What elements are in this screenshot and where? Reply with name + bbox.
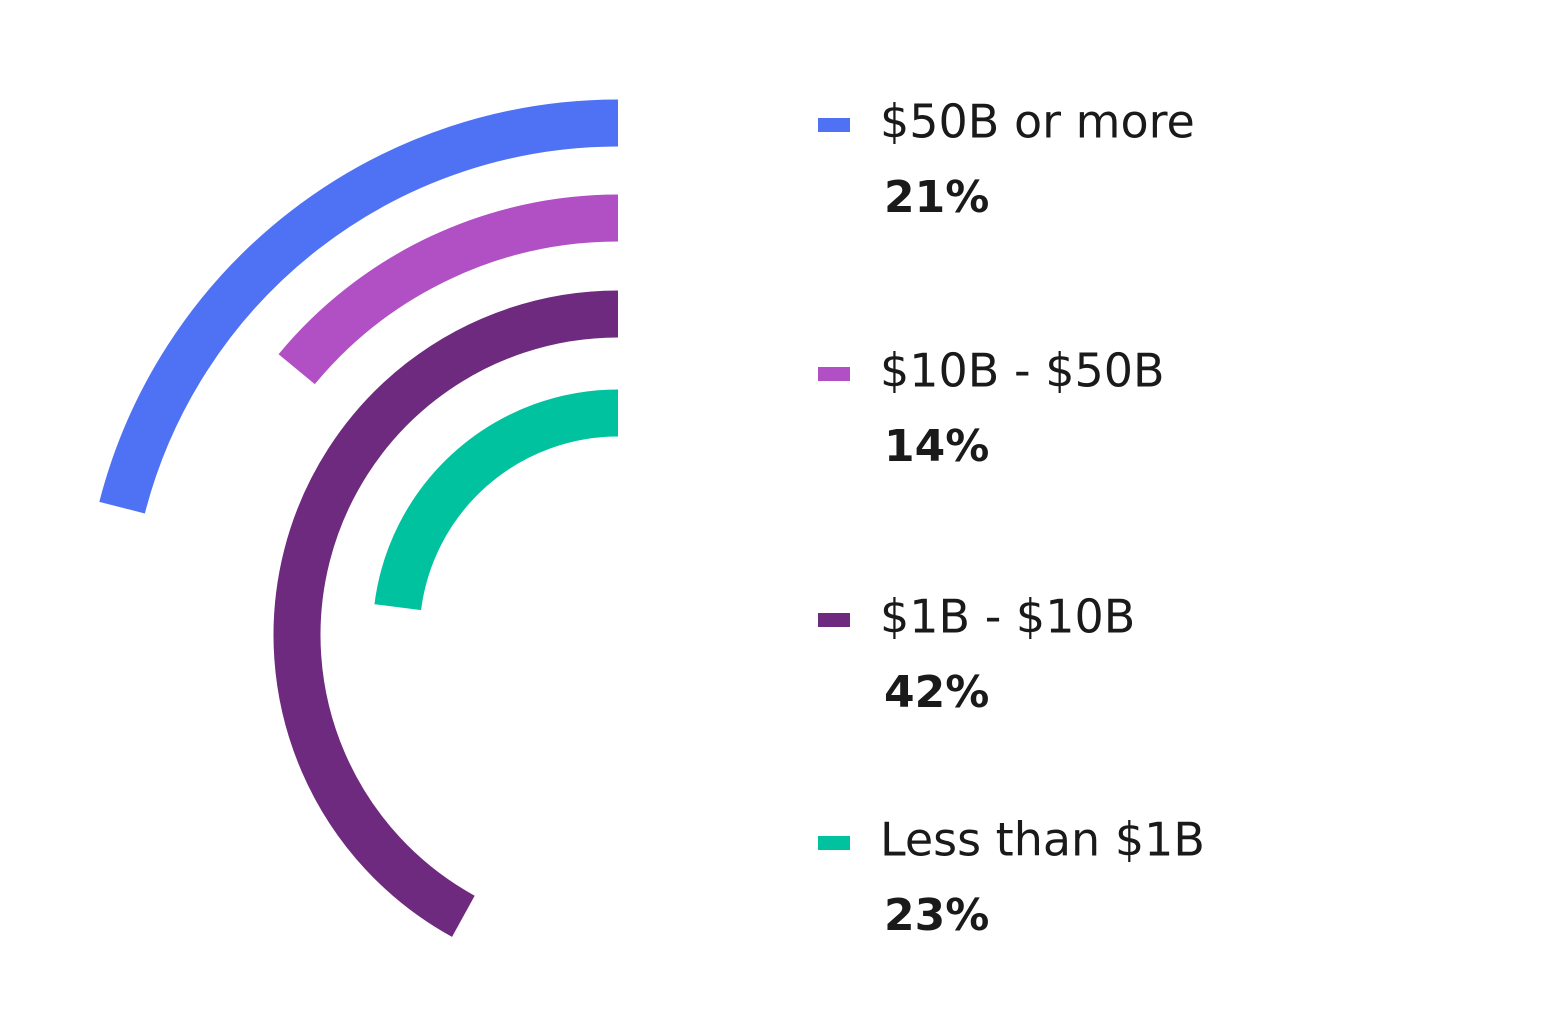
legend-label: $10B - $50B: [880, 344, 1165, 398]
legend-label: $50B or more: [880, 95, 1195, 149]
arc-bar: [99, 99, 619, 514]
value-label: 42%: [884, 667, 989, 718]
legend-swatch: [818, 836, 850, 850]
value-label: 23%: [884, 890, 989, 941]
legend-label: $1B - $10B: [880, 590, 1135, 644]
value-label: 21%: [884, 172, 989, 223]
arc-bar: [273, 290, 619, 937]
legend-swatch: [818, 613, 850, 627]
arc-bar: [374, 389, 619, 611]
legend-swatch: [818, 367, 850, 381]
legend-swatch: [818, 118, 850, 132]
legend-label: Less than $1B: [880, 813, 1205, 867]
value-label: 14%: [884, 421, 989, 472]
arc-bar: [278, 194, 619, 385]
